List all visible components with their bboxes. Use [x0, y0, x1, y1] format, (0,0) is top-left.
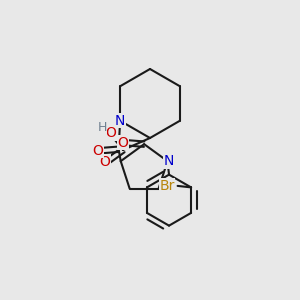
Text: O: O	[118, 136, 129, 150]
Text: H: H	[97, 121, 107, 134]
Text: O: O	[100, 155, 110, 169]
Text: O: O	[106, 127, 116, 140]
Text: O: O	[92, 144, 103, 158]
Text: Br: Br	[159, 179, 175, 193]
Text: N: N	[164, 154, 174, 168]
Text: N: N	[115, 114, 125, 128]
